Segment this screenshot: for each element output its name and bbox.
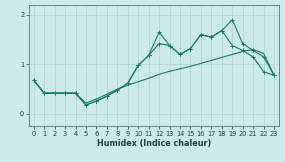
X-axis label: Humidex (Indice chaleur): Humidex (Indice chaleur) bbox=[97, 139, 211, 148]
